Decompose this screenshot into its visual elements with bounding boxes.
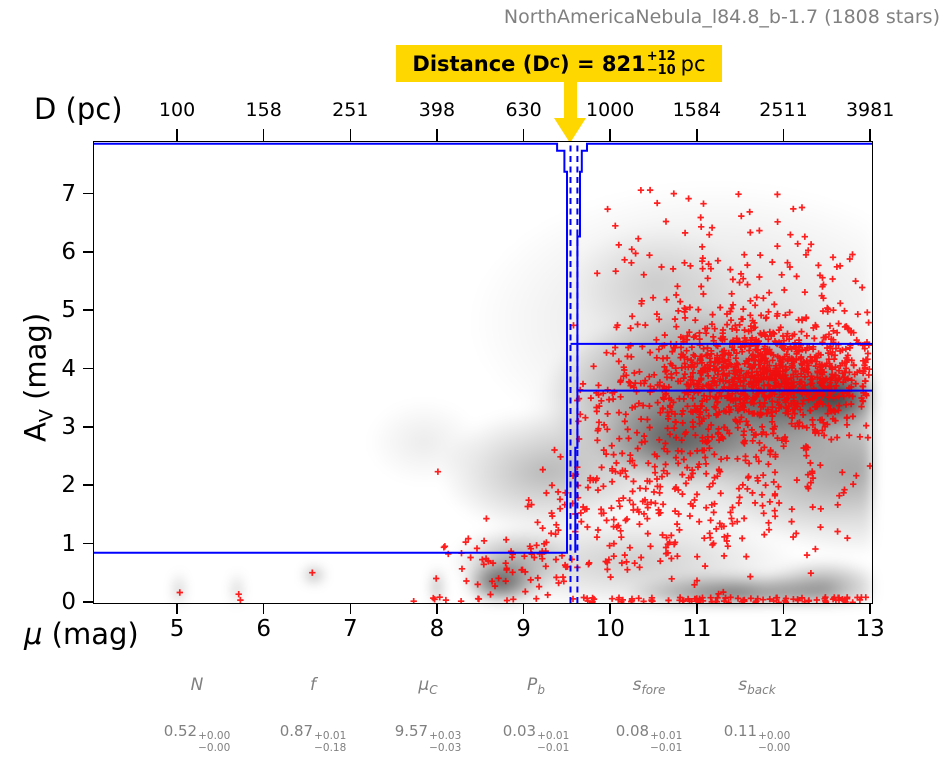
y-tick-mark	[83, 309, 93, 312]
y-tick-label: 3	[61, 413, 76, 440]
extinction-model-line	[94, 142, 568, 554]
top-tick-label: 630	[505, 99, 542, 121]
y-tick-label: 7	[61, 180, 76, 207]
x-tick-mark	[262, 603, 265, 614]
top-tick-mark	[262, 129, 265, 141]
y-tick-label: 4	[61, 355, 76, 382]
stat-column-muC: μC 9.57 +0.03 −0.03	[394, 675, 462, 755]
annotation-subscript: C	[549, 55, 561, 72]
x-tick-label: 11	[682, 616, 712, 642]
top-tick-label: 2511	[759, 99, 808, 121]
stat-column-N: N 0.52 +0.00 −0.00	[163, 675, 231, 755]
x-tick-mark	[522, 603, 525, 614]
chart-title: NorthAmericaNebula_l84.8_b-1.7 (1808 sta…	[503, 6, 940, 28]
top-tick-label: 3981	[845, 99, 895, 121]
annotation-err-minus: −10	[646, 62, 676, 78]
x-tick-mark	[696, 603, 698, 614]
top-tick-mark	[522, 129, 525, 141]
top-tick-mark	[349, 129, 352, 141]
y-tick-label: 1	[61, 530, 76, 557]
y-tick-mark	[83, 192, 93, 195]
x-tick-label: 6	[256, 616, 271, 642]
top-tick-mark	[609, 129, 612, 141]
top-tick-label: 158	[245, 99, 282, 121]
distance-arrow-stem	[564, 82, 577, 120]
annotation-err-plus: +12	[646, 48, 676, 64]
y-tick-mark	[83, 251, 93, 253]
top-tick-mark	[869, 129, 871, 141]
x-tick-label: 8	[429, 616, 445, 642]
top-tick-label: 1584	[672, 99, 722, 121]
x-tick-mark	[436, 603, 438, 614]
x-tick-mark	[609, 603, 612, 614]
x-tick-label: 10	[595, 616, 625, 642]
x-tick-label: 12	[768, 616, 799, 642]
star-scatter-layer	[176, 186, 872, 603]
y-tick-mark	[83, 601, 93, 603]
top-tick-mark	[176, 129, 178, 141]
stat-column-Pb: Pb 0.03 +0.01 −0.01	[502, 675, 570, 755]
top-tick-label: 100	[158, 99, 196, 121]
x-axis-label: μ (mag)	[24, 617, 139, 651]
y-tick-label: 6	[61, 238, 76, 265]
star-markers	[176, 186, 872, 603]
annotation-errors: +12 −10	[647, 50, 676, 77]
top-tick-label: 1000	[586, 99, 635, 121]
annotation-prefix: Distance (D	[412, 51, 550, 76]
distance-arrow-head-icon	[554, 118, 586, 143]
top-tick-label: 398	[418, 99, 456, 121]
posterior-stats-row: N 0.52 +0.00 −0.00 f 0.87 +0.01 −0.18 μC 9.5…	[0, 675, 949, 759]
y-tick-label: 0	[61, 589, 76, 615]
stat-column-sback: sback 0.11 +0.00 −0.00	[723, 675, 791, 755]
x-tick-mark	[782, 603, 785, 614]
x-tick-label: 9	[516, 616, 531, 642]
stat-column-f: f 0.87 +0.01 −0.18	[279, 675, 347, 755]
top-tick-mark	[696, 129, 698, 141]
y-tick-mark	[83, 367, 93, 370]
distance-annotation: Distance (D C) = 821 +12 −10 pc	[396, 45, 722, 82]
stat-column-sfore: sfore 0.08 +0.01 −0.01	[615, 675, 683, 755]
density-heatmap	[94, 142, 872, 603]
x-tick-label: 13	[855, 616, 885, 642]
model-lines-layer	[94, 142, 872, 603]
x-tick-mark	[176, 603, 178, 614]
annotation-mid: ) = 821	[560, 51, 646, 76]
top-tick-mark	[436, 129, 438, 141]
annotation-unit: pc	[680, 51, 706, 76]
extinction-model-line	[574, 142, 872, 553]
y-tick-label: 5	[61, 297, 76, 324]
y-tick-mark	[83, 542, 93, 545]
y-tick-mark	[83, 426, 93, 428]
y-tick-mark	[83, 484, 93, 487]
top-tick-label: 251	[332, 99, 369, 121]
top-tick-mark	[782, 129, 785, 141]
top-axis-label: D (pc)	[34, 92, 123, 126]
x-tick-label: 7	[342, 616, 358, 642]
plot-area	[93, 141, 873, 604]
x-tick-label: 5	[169, 616, 185, 642]
x-tick-mark	[349, 603, 352, 614]
x-tick-mark	[869, 603, 871, 614]
y-tick-label: 2	[61, 472, 76, 499]
